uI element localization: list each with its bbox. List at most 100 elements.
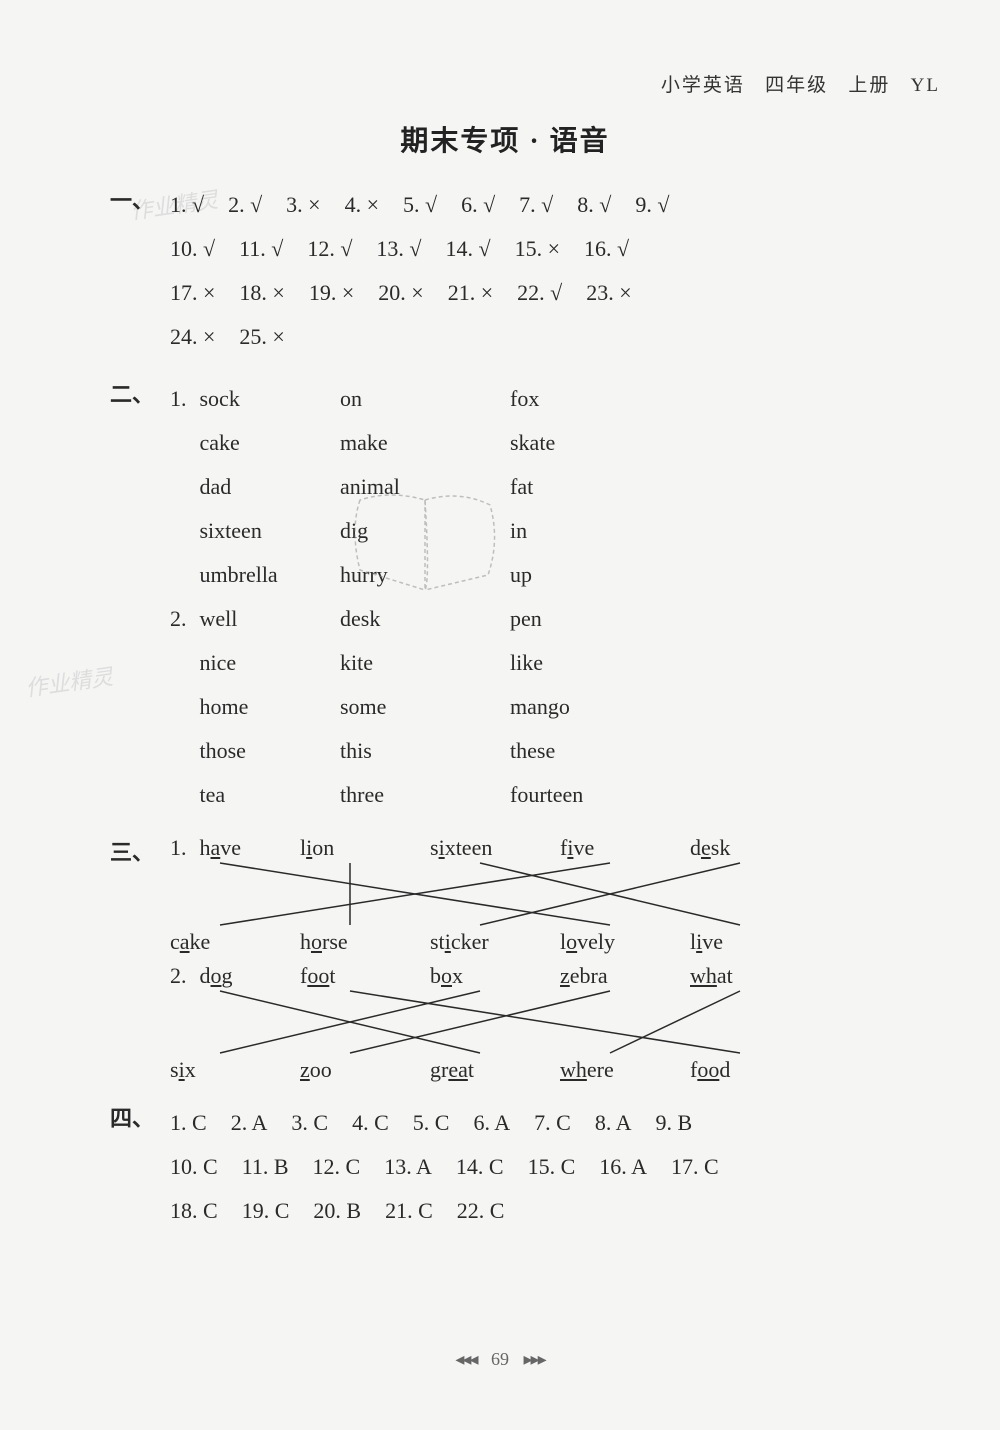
answer-item: 10. √ <box>170 227 215 271</box>
match-word: 1. have <box>170 835 300 861</box>
answer-item: 12. C <box>313 1145 361 1189</box>
answer-item: 14. C <box>456 1145 504 1189</box>
section-4-label: 四、 <box>110 1101 154 1133</box>
word-cell: dad <box>170 465 340 509</box>
answer-item: 23. × <box>586 271 631 315</box>
answer-item: 11. √ <box>239 227 283 271</box>
answer-item: 16. A <box>599 1145 647 1189</box>
answer-item: 7. C <box>534 1101 571 1145</box>
answer-item: 19. C <box>242 1189 290 1233</box>
header-subject: 小学英语 <box>661 75 745 96</box>
answer-item: 22. C <box>457 1189 505 1233</box>
match-word: foot <box>300 963 430 989</box>
word-cell: mango <box>510 685 680 729</box>
section-2-label: 二、 <box>110 377 154 409</box>
match-word: lion <box>300 835 430 861</box>
answer-item: 8. √ <box>577 183 611 227</box>
word-cell: animal <box>340 465 510 509</box>
page-number: 69 <box>491 1349 509 1369</box>
answer-item: 18. × <box>239 271 284 315</box>
word-cell: home <box>170 685 340 729</box>
header-volume: 上册 <box>848 75 890 96</box>
match-word: desk <box>690 835 820 861</box>
answer-item: 7. √ <box>519 183 553 227</box>
answer-item: 9. B <box>656 1101 693 1145</box>
answer-item: 2. √ <box>228 183 262 227</box>
word-cell: fox <box>510 377 680 421</box>
section-2-table: 1. sockonfox cakemakeskate dadanimalfat … <box>170 377 940 817</box>
match-word: sticker <box>430 929 560 955</box>
word-cell: in <box>510 509 680 553</box>
word-cell: skate <box>510 421 680 465</box>
section-3-label: 三、 <box>110 835 154 867</box>
match-word: lovely <box>560 929 690 955</box>
word-cell: up <box>510 553 680 597</box>
section-1-answers: 1. √2. √3. ×4. ×5. √6. √7. √8. √9. √10. … <box>170 183 940 359</box>
answer-item: 8. A <box>595 1101 632 1145</box>
section-4-answers: 1. C 2. A 3. C 4. C 5. C 6. A 7. C 8. A 9. B 10. … <box>170 1101 940 1233</box>
answer-item: 11. B <box>242 1145 289 1189</box>
word-cell: pen <box>510 597 680 641</box>
word-cell: dig <box>340 509 510 553</box>
word-row: dadanimalfat <box>170 465 940 509</box>
left-arrow-icon: ◂◂◂ <box>455 1349 476 1369</box>
answer-item: 17. C <box>671 1145 719 1189</box>
match-lines <box>170 989 870 1055</box>
section-3: 三、 1. havelionsixteenfivedeskcakehorsest… <box>70 835 940 1083</box>
answer-item: 20. × <box>378 271 423 315</box>
match-word: zoo <box>300 1057 430 1083</box>
word-cell: desk <box>340 597 510 641</box>
word-cell: kite <box>340 641 510 685</box>
match-word: box <box>430 963 560 989</box>
word-row: teathreefourteen <box>170 773 940 817</box>
match-word: six <box>170 1057 300 1083</box>
word-cell: these <box>510 729 680 773</box>
match-word: food <box>690 1057 820 1083</box>
answer-item: 17. × <box>170 271 215 315</box>
match-word: 2. dog <box>170 963 300 989</box>
page-header: 小学英语 四年级 上册 YL <box>70 70 940 97</box>
word-cell: this <box>340 729 510 773</box>
match-word: great <box>430 1057 560 1083</box>
section-2: 二、 1. sockonfox cakemakeskate dadanimalf… <box>70 377 940 817</box>
answer-item: 6. √ <box>461 183 495 227</box>
header-series: YL <box>911 75 940 96</box>
section-3-matching: 1. havelionsixteenfivedeskcakehorsestick… <box>170 835 940 1083</box>
word-cell: on <box>340 377 510 421</box>
word-cell: hurry <box>340 553 510 597</box>
word-cell: make <box>340 421 510 465</box>
right-arrow-icon: ▸▸▸ <box>524 1349 545 1369</box>
word-cell: sixteen <box>170 509 340 553</box>
answer-item: 21. × <box>448 271 493 315</box>
word-row: thosethisthese <box>170 729 940 773</box>
answer-item: 13. √ <box>376 227 421 271</box>
answer-item: 21. C <box>385 1189 433 1233</box>
answer-item: 9. √ <box>635 183 669 227</box>
page-title: 期末专项 · 语音 <box>70 119 940 159</box>
match-set-2: 2. dogfootboxzebrawhatsixzoogreatwherefo… <box>170 963 940 1083</box>
answer-item: 12. √ <box>307 227 352 271</box>
word-cell: fat <box>510 465 680 509</box>
answer-item: 5. √ <box>403 183 437 227</box>
word-cell: nice <box>170 641 340 685</box>
word-row: cakemakeskate <box>170 421 940 465</box>
answer-item: 10. C <box>170 1145 218 1189</box>
word-cell: like <box>510 641 680 685</box>
word-row: umbrellahurryup <box>170 553 940 597</box>
answer-item: 2. A <box>231 1101 268 1145</box>
answer-item: 1. √ <box>170 183 204 227</box>
answer-item: 1. C <box>170 1101 207 1145</box>
answer-item: 14. √ <box>446 227 491 271</box>
word-cell: 2. well <box>170 597 340 641</box>
answer-item: 4. C <box>352 1101 389 1145</box>
word-cell: umbrella <box>170 553 340 597</box>
answer-item: 19. × <box>309 271 354 315</box>
answer-item: 6. A <box>473 1101 510 1145</box>
match-word: live <box>690 929 820 955</box>
answer-item: 5. C <box>413 1101 450 1145</box>
section-1-label: 一、 <box>110 183 154 215</box>
answer-item: 3. C <box>291 1101 328 1145</box>
match-word: zebra <box>560 963 690 989</box>
page-footer: ◂◂◂ 69 ▸▸▸ <box>0 1349 1000 1370</box>
match-word: what <box>690 963 820 989</box>
